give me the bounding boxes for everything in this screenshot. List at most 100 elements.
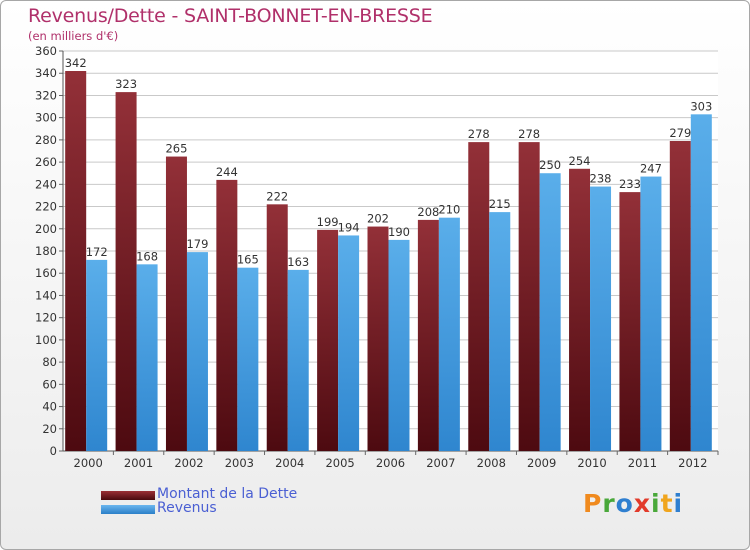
y-tick-label: 0 — [50, 444, 57, 458]
x-tick-label: 2005 — [325, 456, 354, 470]
x-tick-label: 2007 — [426, 456, 455, 470]
bar-dette — [468, 142, 490, 451]
value-label-dette: 208 — [417, 205, 439, 219]
x-tick-label: 2001 — [124, 456, 153, 470]
bar-dette — [367, 226, 389, 451]
y-tick-label: 20 — [42, 422, 57, 436]
value-label-revenus: 190 — [388, 225, 410, 239]
y-tick-label: 40 — [42, 400, 57, 414]
bar-dette — [115, 92, 137, 451]
value-label-dette: 222 — [266, 189, 288, 203]
bar-revenus — [438, 217, 460, 451]
bar-dette — [669, 141, 691, 451]
x-tick-label: 2000 — [74, 456, 103, 470]
bar-revenus — [237, 267, 259, 451]
logo-letter: i — [651, 489, 661, 518]
bar-dette — [216, 179, 238, 451]
value-label-dette: 265 — [165, 142, 187, 156]
value-label-dette: 199 — [317, 215, 339, 229]
y-tick-label: 360 — [35, 44, 57, 58]
value-label-revenus: 238 — [590, 172, 612, 186]
x-tick-label: 2008 — [477, 456, 506, 470]
bar-dette — [569, 168, 591, 451]
y-tick-label: 300 — [35, 111, 57, 125]
bar-revenus — [690, 114, 712, 451]
y-tick-label: 340 — [35, 66, 57, 80]
logo-letter: x — [633, 489, 651, 518]
value-label-revenus: 303 — [690, 99, 712, 113]
y-tick-label: 240 — [35, 177, 57, 191]
x-tick-label: 2009 — [527, 456, 556, 470]
bar-revenus — [287, 269, 309, 451]
value-label-revenus: 163 — [287, 255, 309, 269]
bar-revenus — [388, 239, 410, 451]
bar-revenus — [590, 186, 612, 452]
y-tick-label: 100 — [35, 333, 57, 347]
y-tick-label: 320 — [35, 88, 57, 102]
y-tick-label: 200 — [35, 222, 57, 236]
logo-letter: r — [602, 489, 616, 518]
value-label-dette: 244 — [216, 165, 238, 179]
x-tick-label: 2011 — [628, 456, 657, 470]
bar-dette — [619, 192, 641, 451]
value-label-revenus: 250 — [539, 158, 561, 172]
y-tick-label: 120 — [35, 311, 57, 325]
y-tick-label: 220 — [35, 200, 57, 214]
legend-label-revenus: Revenus — [157, 500, 217, 516]
y-tick-label: 280 — [35, 133, 57, 147]
bar-dette — [165, 156, 187, 452]
legend-swatch-dette — [101, 491, 155, 500]
x-tick-label: 2002 — [174, 456, 203, 470]
value-label-revenus: 215 — [489, 197, 511, 211]
legend-label-dette: Montant de la Dette — [157, 486, 298, 502]
x-tick-label: 2004 — [275, 456, 304, 470]
bar-revenus — [338, 235, 360, 451]
value-label-revenus: 210 — [438, 203, 460, 217]
value-label-revenus: 165 — [237, 253, 259, 267]
bar-revenus — [186, 252, 208, 451]
x-tick-label: 2010 — [577, 456, 606, 470]
chart-subtitle: (en milliers d'€) — [28, 29, 119, 43]
y-tick-label: 80 — [42, 355, 57, 369]
value-label-revenus: 247 — [640, 162, 662, 176]
value-label-dette: 278 — [518, 127, 540, 141]
value-label-dette: 279 — [669, 126, 691, 140]
x-tick-label: 2012 — [678, 456, 707, 470]
x-tick-label: 2003 — [225, 456, 254, 470]
logo-letter: P — [583, 489, 603, 518]
proxiti-logo: Proxiti — [583, 489, 683, 518]
value-label-revenus: 194 — [338, 220, 360, 234]
y-tick-label: 180 — [35, 244, 57, 258]
bar-dette — [65, 71, 87, 451]
y-tick-label: 260 — [35, 155, 57, 169]
bar-dette — [266, 204, 288, 451]
bar-revenus — [86, 259, 108, 451]
logo-letter: o — [615, 489, 634, 518]
y-tick-label: 160 — [35, 266, 57, 280]
value-label-dette: 202 — [367, 212, 389, 226]
bar-dette — [518, 142, 540, 451]
bar-revenus — [489, 212, 511, 451]
logo-letter: t — [660, 489, 674, 518]
x-tick-label: 2006 — [376, 456, 405, 470]
value-label-dette: 278 — [468, 127, 490, 141]
bar-revenus — [640, 176, 662, 452]
value-label-dette: 233 — [619, 177, 641, 191]
value-label-revenus: 179 — [186, 237, 208, 251]
y-tick-label: 140 — [35, 288, 57, 302]
chart-title: Revenus/Dette - SAINT-BONNET-EN-BRESSE — [28, 5, 433, 27]
bar-dette — [317, 229, 339, 451]
value-label-dette: 254 — [569, 154, 591, 168]
value-label-revenus: 172 — [86, 245, 108, 259]
legend-swatch-revenus — [101, 505, 155, 514]
bar-revenus — [539, 173, 561, 451]
value-label-dette: 342 — [65, 56, 87, 70]
bar-revenus — [136, 264, 158, 451]
logo-letter: i — [673, 489, 684, 518]
y-tick-label: 60 — [42, 377, 57, 391]
value-label-revenus: 168 — [136, 249, 158, 263]
value-label-dette: 323 — [115, 77, 137, 91]
bar-dette — [417, 219, 439, 451]
